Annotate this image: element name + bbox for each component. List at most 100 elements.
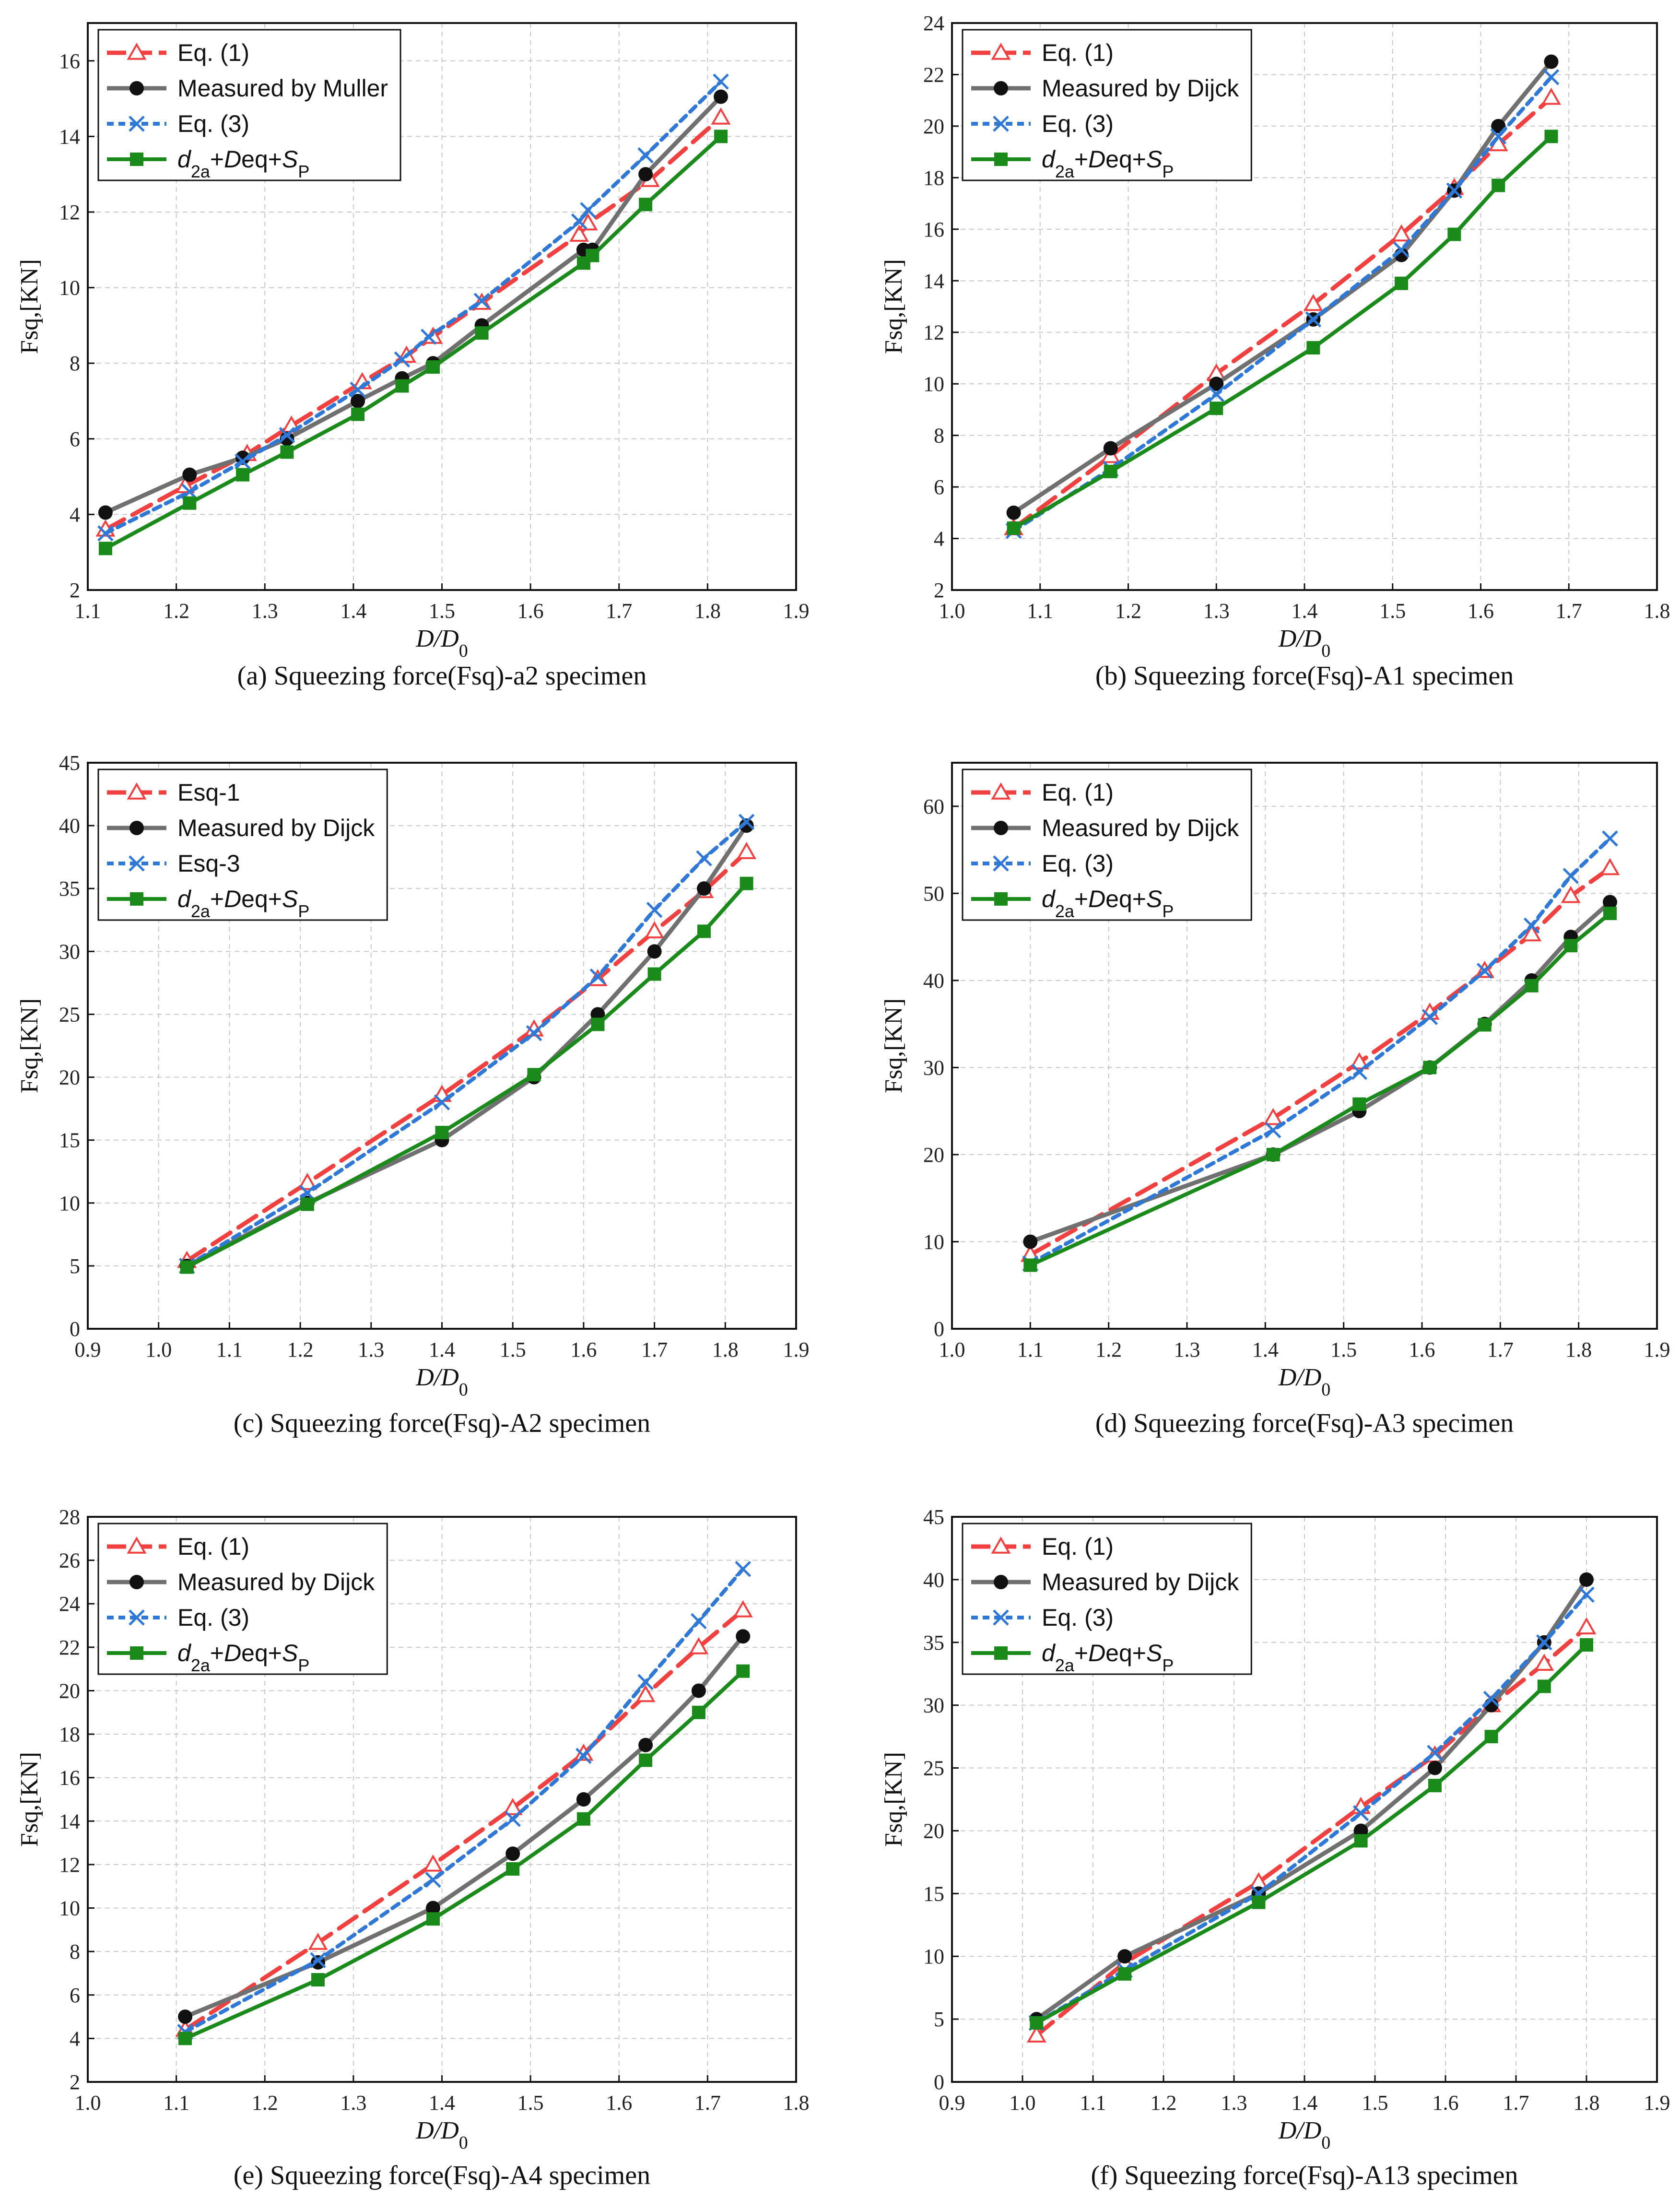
y-tick-label: 10 [59, 1192, 80, 1215]
panel-caption: (e) Squeezing force(Fsq)-A4 specimen [234, 2161, 650, 2190]
data-point-d2a [714, 130, 728, 143]
x-tick-label: 1.2 [1095, 1338, 1122, 1361]
data-point-measured [736, 1629, 751, 1644]
data-point-eq1 [1534, 1654, 1554, 1671]
series-line-measured [103, 95, 723, 515]
data-point-d2a [1447, 227, 1461, 241]
y-tick-label: 5 [70, 1254, 80, 1278]
series-line-d2a [185, 881, 749, 1269]
x-tick-label: 1.0 [939, 599, 965, 623]
x-tick-label: 1.6 [1468, 599, 1494, 623]
x-axis-title: D/D0 [415, 1364, 468, 1400]
data-point-eq3 [1427, 1745, 1443, 1761]
data-point-eq3 [637, 1674, 654, 1690]
data-point-eq3 [1265, 1122, 1281, 1138]
data-point-measured [1544, 54, 1559, 69]
data-point-eq3 [1305, 311, 1322, 328]
data-point-eq3 [1422, 1009, 1438, 1025]
data-point-eq3 [434, 1094, 450, 1111]
x-tick-label: 1.5 [429, 599, 455, 623]
data-point-d2a [576, 1812, 590, 1826]
data-point-d2a [1564, 939, 1578, 953]
grid [88, 23, 796, 590]
panel-caption: (a) Squeezing force(Fsq)-a2 specimen [237, 661, 647, 691]
data-point-eq3 [1446, 182, 1463, 199]
data-point-d2a [395, 379, 409, 393]
y-tick-label: 24 [923, 12, 944, 35]
data-point-eq1 [1600, 858, 1620, 875]
x-tick-label: 1.6 [570, 1338, 597, 1361]
data-point-d2a [740, 876, 753, 890]
chart-panel-3: 0.9 1.0 1.1 1.2 1.3 1.4 1.5 1.6 1.7 1.8 1.9 0 5 10 15 2… [16, 751, 810, 1438]
panel-caption: (c) Squeezing force(Fsq)-A2 specimen [234, 1408, 650, 1438]
legend: Eq. (1) Measured by Dijck Eq. (3) d2a+Deq+S… [962, 29, 1252, 181]
panel-caption: (d) Squeezing force(Fsq)-A3 specimen [1095, 1408, 1514, 1438]
data-point-eq3 [1543, 69, 1560, 85]
x-tick-label: 1.3 [1221, 2091, 1247, 2115]
legend-label: d2a+Deq+SP [1042, 886, 1174, 921]
y-axis-title: Fsq,[KN] [880, 1752, 907, 1847]
data-point-d2a [1030, 2016, 1044, 2030]
y-tick-label: 20 [59, 1066, 80, 1089]
y-tick-label: 15 [923, 1882, 944, 1905]
data-point-d2a [1478, 1018, 1492, 1032]
legend-marker-measured [129, 821, 144, 835]
x-tick-label: 1.2 [287, 1338, 314, 1361]
panel-caption: (f) Squeezing force(Fsq)-A13 specimen [1091, 2161, 1518, 2190]
data-point-measured [714, 89, 728, 104]
legend-label: d2a+Deq+SP [1042, 146, 1174, 181]
data-point-eq3 [425, 1871, 441, 1888]
series-d2a [180, 876, 753, 1274]
data-point-eq3 [310, 1952, 326, 1969]
data-point-measured [1023, 1234, 1038, 1249]
x-tick-label: 1.3 [358, 1338, 384, 1361]
data-point-measured [1209, 377, 1224, 391]
series-line-eq1 [1028, 866, 1612, 1257]
data-point-d2a [311, 1973, 325, 1987]
y-tick-label: 10 [923, 1230, 944, 1253]
legend-marker-eq1 [127, 1536, 147, 1554]
chart-panel-2: 1.0 1.1 1.2 1.3 1.4 1.5 1.6 1.7 1.82468101214161… [880, 12, 1670, 691]
data-point-eq1 [1576, 1617, 1597, 1635]
data-point-eq3 [1351, 1064, 1368, 1080]
series-line-measured [183, 1634, 745, 2019]
data-point-measured [351, 394, 365, 408]
data-point-eq1 [1522, 924, 1542, 942]
x-tick-label: 1.5 [1330, 1338, 1357, 1361]
data-point-eq1 [1541, 87, 1561, 105]
data-point-eq3 [505, 1811, 521, 1827]
x-tick-label: 1.1 [75, 599, 101, 623]
data-point-eq1 [645, 921, 665, 939]
y-tick-label: 18 [923, 166, 944, 189]
data-point-eq3 [1536, 1634, 1552, 1651]
data-point-eq3 [235, 453, 251, 470]
data-point-d2a [475, 326, 489, 340]
series-eq3 [97, 73, 729, 542]
y-tick-label: 8 [70, 352, 80, 375]
legend-label: Eq. (1) [1042, 779, 1114, 806]
chart-panel-5: 1.0 1.1 1.2 1.3 1.4 1.5 1.6 1.7 1.82468101214161… [16, 1505, 810, 2190]
series-measured [178, 1629, 751, 2024]
legend-marker-eq1 [991, 1536, 1011, 1554]
legend-marker-eq3 [129, 855, 145, 872]
data-point-d2a [1537, 1679, 1551, 1693]
data-point-d2a [1252, 1895, 1266, 1909]
legend: Esq-1 Measured by Dijck Esq-3 d2a+Deq+SP [97, 768, 388, 921]
y-tick-label: 28 [59, 1505, 80, 1529]
legend-marker-eq3 [129, 1609, 145, 1626]
data-point-d2a [1354, 1834, 1368, 1848]
legend-marker-measured [994, 821, 1008, 835]
x-tick-label: 1.5 [1362, 2091, 1388, 2115]
x-tick-label: 1.5 [517, 2091, 544, 2115]
data-point-measured [1603, 895, 1617, 910]
legend-label: d2a+Deq+SP [177, 1640, 309, 1675]
y-tick-label: 0 [934, 1317, 944, 1341]
y-tick-label: 35 [59, 877, 80, 900]
data-point-measured [1006, 505, 1021, 520]
legend-label: Measured by Dijck [1042, 815, 1239, 841]
data-point-eq3 [580, 202, 596, 218]
data-point-d2a [1210, 402, 1223, 415]
data-point-d2a [351, 407, 365, 421]
legend: Eq. (1) Measured by Dijck Eq. (3) d2a+Deq+S… [962, 768, 1252, 921]
y-tick-label: 16 [59, 1766, 80, 1790]
